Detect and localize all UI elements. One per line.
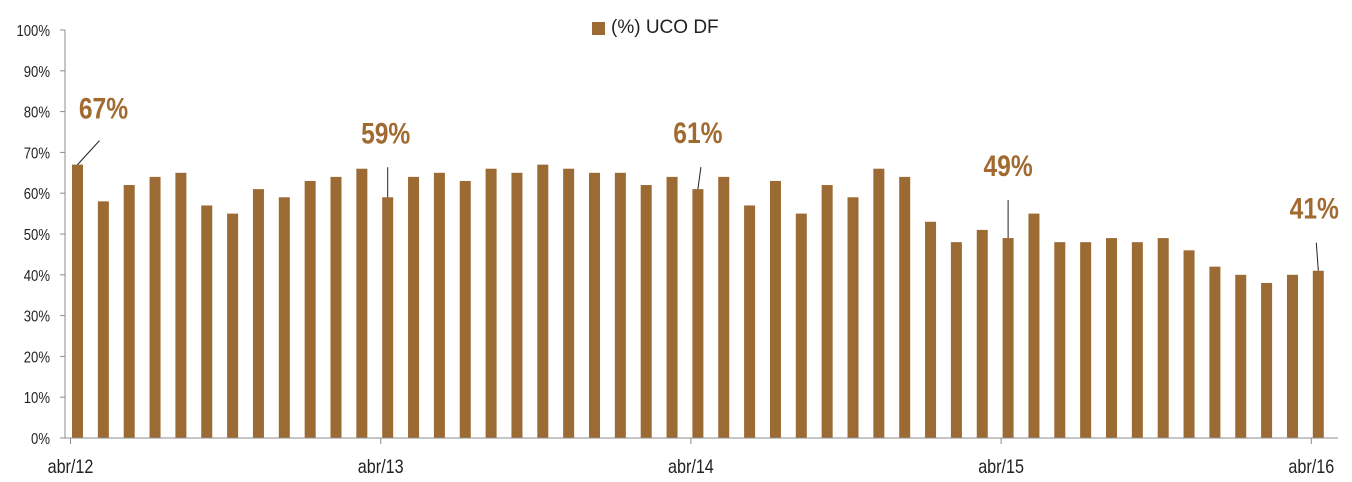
bar [382, 197, 394, 438]
bar [1080, 242, 1092, 438]
bar [950, 242, 962, 438]
bar [1106, 238, 1117, 438]
callout-leader [77, 140, 100, 165]
callout-label: 49% [983, 149, 1032, 183]
bar [278, 197, 290, 438]
bar [408, 176, 420, 438]
bar [821, 185, 833, 438]
bar [666, 176, 678, 438]
y-tick-label: 10% [24, 390, 50, 407]
callout-label: 41% [1290, 191, 1339, 225]
bar [1261, 282, 1273, 438]
callout-label: 59% [361, 116, 410, 150]
y-axis: 0% 10% 20% 30% 40% 50% 60% 70% 80% 90% 100% [16, 23, 66, 448]
bar [72, 164, 83, 438]
callout-leader [1315, 242, 1319, 271]
bar [589, 172, 600, 439]
bar-series [72, 164, 1324, 439]
bar [1054, 242, 1066, 438]
x-tick-label: abr/15 [978, 456, 1024, 478]
bar [330, 176, 342, 438]
bar [1157, 238, 1169, 438]
y-tick-label: 40% [24, 268, 50, 285]
bar [175, 172, 187, 439]
y-tick-label: 80% [24, 104, 50, 121]
legend-swatch [592, 21, 605, 35]
bar [692, 189, 704, 438]
x-tick-label: abr/13 [358, 456, 404, 478]
x-tick-label: abr/16 [1288, 456, 1334, 478]
callout-label: 67% [79, 91, 128, 125]
bar [356, 168, 368, 438]
bar [511, 172, 523, 439]
y-tick-label: 100% [16, 23, 50, 40]
bar [123, 185, 135, 438]
x-tick-label: abr/14 [668, 456, 714, 478]
bar [769, 180, 781, 438]
bar [433, 172, 445, 439]
bar [485, 168, 497, 438]
y-tick-label: 70% [24, 145, 50, 162]
callout-label: 61% [673, 116, 722, 150]
y-tick-label: 20% [24, 349, 50, 366]
callout-leader [697, 167, 702, 190]
bar [744, 205, 756, 438]
y-tick-label: 0% [31, 431, 50, 448]
y-tick-label: 60% [24, 186, 50, 203]
callout-labels: 67% 59% 61% 49% 41% [77, 91, 1339, 271]
x-axis: abr/12 abr/13 abr/14 abr/15 abr/16 [48, 437, 1338, 478]
bar [459, 180, 471, 438]
bar [976, 229, 988, 438]
y-tick-label: 90% [24, 64, 50, 81]
bar [1028, 213, 1040, 438]
y-tick-label: 50% [24, 227, 50, 244]
legend: (%) UCO DF [592, 17, 719, 39]
bar [304, 180, 316, 438]
bar [252, 189, 264, 438]
bar [201, 205, 213, 438]
bar [1312, 270, 1324, 438]
bar [1235, 274, 1247, 438]
bar [925, 221, 937, 438]
bar [563, 168, 575, 438]
bar [227, 213, 239, 438]
bar [1183, 250, 1195, 438]
bar [873, 168, 885, 438]
bar [149, 176, 161, 438]
bar [899, 176, 911, 438]
y-tick-label: 30% [24, 308, 50, 325]
bar [640, 185, 652, 438]
bar [1286, 274, 1298, 438]
bar [795, 213, 807, 438]
bar [614, 172, 626, 439]
bar [718, 176, 730, 438]
bar [97, 201, 109, 438]
legend-label: (%) UCO DF [611, 17, 719, 38]
x-tick-label: abr/12 [48, 456, 94, 478]
bar [1131, 242, 1143, 438]
bar [847, 197, 859, 438]
bar [537, 164, 549, 438]
bar [1209, 266, 1221, 438]
bar [1002, 238, 1014, 438]
